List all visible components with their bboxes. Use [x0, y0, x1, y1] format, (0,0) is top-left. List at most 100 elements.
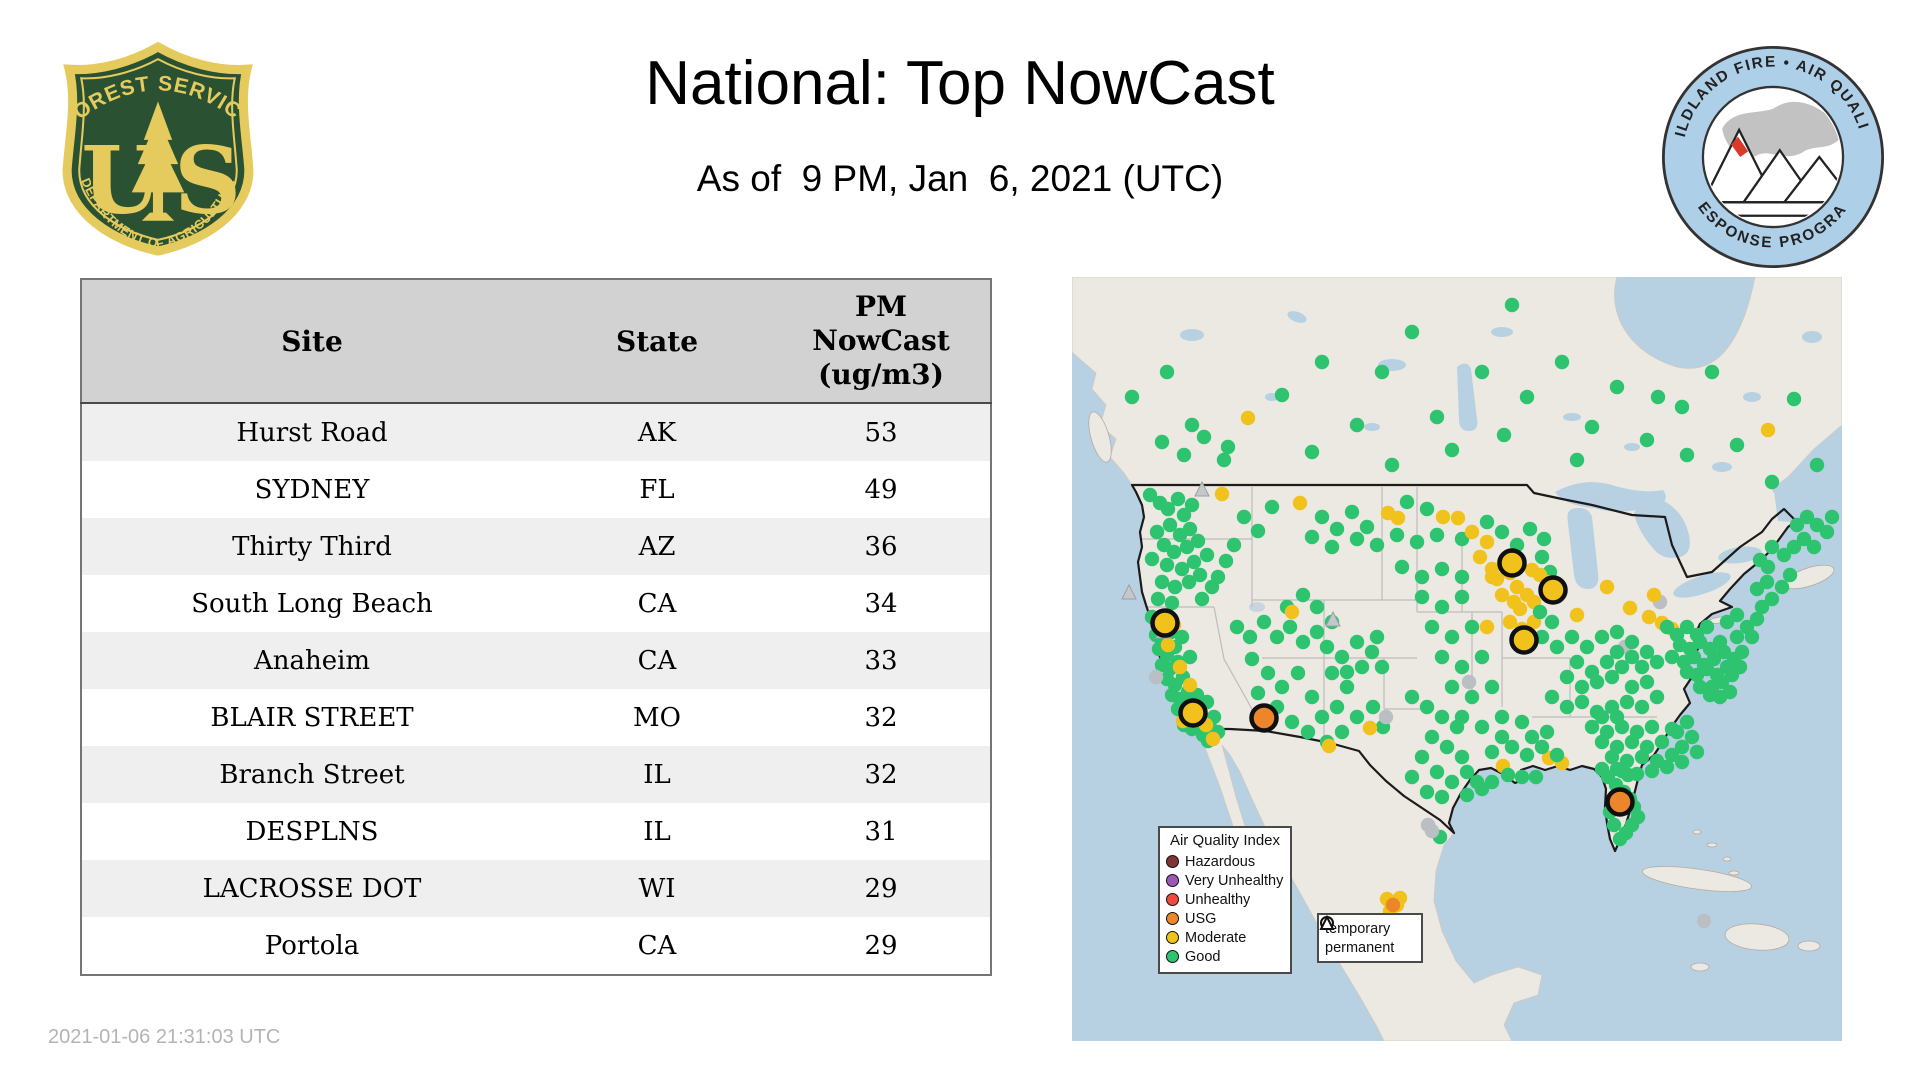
station-dot [1359, 519, 1375, 535]
station-dot [1404, 769, 1420, 785]
station-dot [1732, 659, 1748, 675]
station-dot [1589, 674, 1605, 690]
station-dot [1514, 769, 1530, 785]
station-dot [1144, 551, 1160, 567]
table-header: Site State PM NowCast (ug/m3) [81, 279, 991, 404]
pm-cell: 34 [864, 588, 898, 619]
station-dot [1644, 763, 1660, 779]
station-dot [1646, 587, 1662, 603]
station-dot [1192, 567, 1208, 583]
timestamp: 2021-01-06 21:31:03 UTC [48, 1026, 281, 1048]
station-dot [1654, 734, 1670, 750]
station-dot [1349, 417, 1365, 433]
station-dot [1502, 614, 1518, 630]
station-dot [1240, 410, 1256, 426]
station-dot [1806, 539, 1822, 555]
station-dot [1474, 364, 1490, 380]
station-dot [1609, 709, 1625, 725]
station-dot [1349, 709, 1365, 725]
station-dot [1190, 533, 1206, 549]
station-dot [1634, 699, 1650, 715]
marker-type-label: temporary [1325, 920, 1391, 937]
station-dot [1444, 629, 1460, 645]
station-dot [1512, 601, 1528, 617]
station-dot [1796, 531, 1812, 547]
table-row: Hurst Road AK 53 [81, 403, 991, 461]
aqi-legend-item: USG [1166, 909, 1284, 928]
pm-cell: 36 [864, 531, 898, 562]
station-dot [1414, 749, 1430, 765]
station-dot [1264, 499, 1280, 515]
station-dot [1639, 644, 1655, 660]
station-dot [1419, 501, 1435, 517]
station-dot [1454, 531, 1470, 547]
site-cell: BLAIR STREET [210, 702, 414, 733]
pm-header-line2: NowCast [812, 324, 950, 357]
station-dot [1579, 639, 1595, 655]
site-cell: DESPLNS [245, 816, 379, 847]
station-dot [1619, 694, 1635, 710]
station-dot [1574, 679, 1590, 695]
station-dot [1394, 559, 1410, 575]
station-dot [1609, 761, 1625, 777]
station-dot [1536, 531, 1552, 547]
station-dot [1664, 649, 1680, 665]
station-dot [1622, 600, 1638, 616]
station-dot [1174, 561, 1190, 577]
station-dot [1679, 447, 1695, 463]
station-dot [1229, 619, 1245, 635]
station-dot [1304, 529, 1320, 545]
station-dot [1819, 524, 1835, 540]
permanent-triangle-icon [1319, 915, 1335, 930]
station-dot [1389, 527, 1405, 543]
station-dot [1599, 654, 1615, 670]
station-dot [1624, 734, 1640, 750]
station-dot [1744, 629, 1760, 645]
station-dot [1474, 649, 1490, 665]
station-dot [1534, 739, 1550, 755]
station-dot [1184, 497, 1200, 513]
station-dot [1594, 629, 1610, 645]
aqi-color-dot-icon [1166, 950, 1179, 963]
pm-cell: 29 [864, 930, 898, 961]
permanent-station-no-data [1325, 610, 1341, 627]
station-dot [1444, 774, 1460, 790]
station-dot [1474, 719, 1490, 735]
station-dot [1184, 417, 1200, 433]
station-dot [1374, 364, 1390, 380]
station-dot [1524, 729, 1540, 745]
state-cell: AZ [638, 531, 676, 562]
station-dot [1250, 685, 1266, 701]
station-dot [1181, 574, 1197, 590]
aqi-legend: Air Quality Index Hazardous Very Unhealth… [1158, 826, 1292, 974]
station-dot [1664, 747, 1680, 763]
station-dot [1236, 509, 1252, 525]
station-dot [1729, 437, 1745, 453]
station-dot [1384, 457, 1400, 473]
station-dot [1314, 354, 1330, 370]
station-dot [1799, 509, 1815, 525]
station-dot [1449, 719, 1465, 735]
state-cell: CA [637, 588, 677, 619]
station-dot [1182, 677, 1198, 693]
station-dot [1218, 553, 1234, 569]
station-dot [1559, 669, 1575, 685]
station-dot [1435, 509, 1451, 525]
station-dot [1390, 510, 1406, 526]
station-dot [1774, 579, 1790, 595]
station-dot [1464, 619, 1480, 635]
station-dot [1182, 521, 1198, 537]
pm-cell: 32 [864, 702, 898, 733]
highlighted-stations-layer [1150, 548, 1635, 817]
station-dot [1479, 514, 1495, 530]
station-dot [1174, 629, 1190, 645]
station-dot [1594, 734, 1610, 750]
station-dot [1284, 714, 1300, 730]
station-dot [1159, 557, 1175, 573]
station-dot [1309, 624, 1325, 640]
station-dot [1606, 817, 1622, 833]
lakes [1180, 311, 1842, 612]
station-dot [1282, 619, 1298, 635]
station-dot [1459, 787, 1475, 803]
station-dot [1429, 764, 1445, 780]
